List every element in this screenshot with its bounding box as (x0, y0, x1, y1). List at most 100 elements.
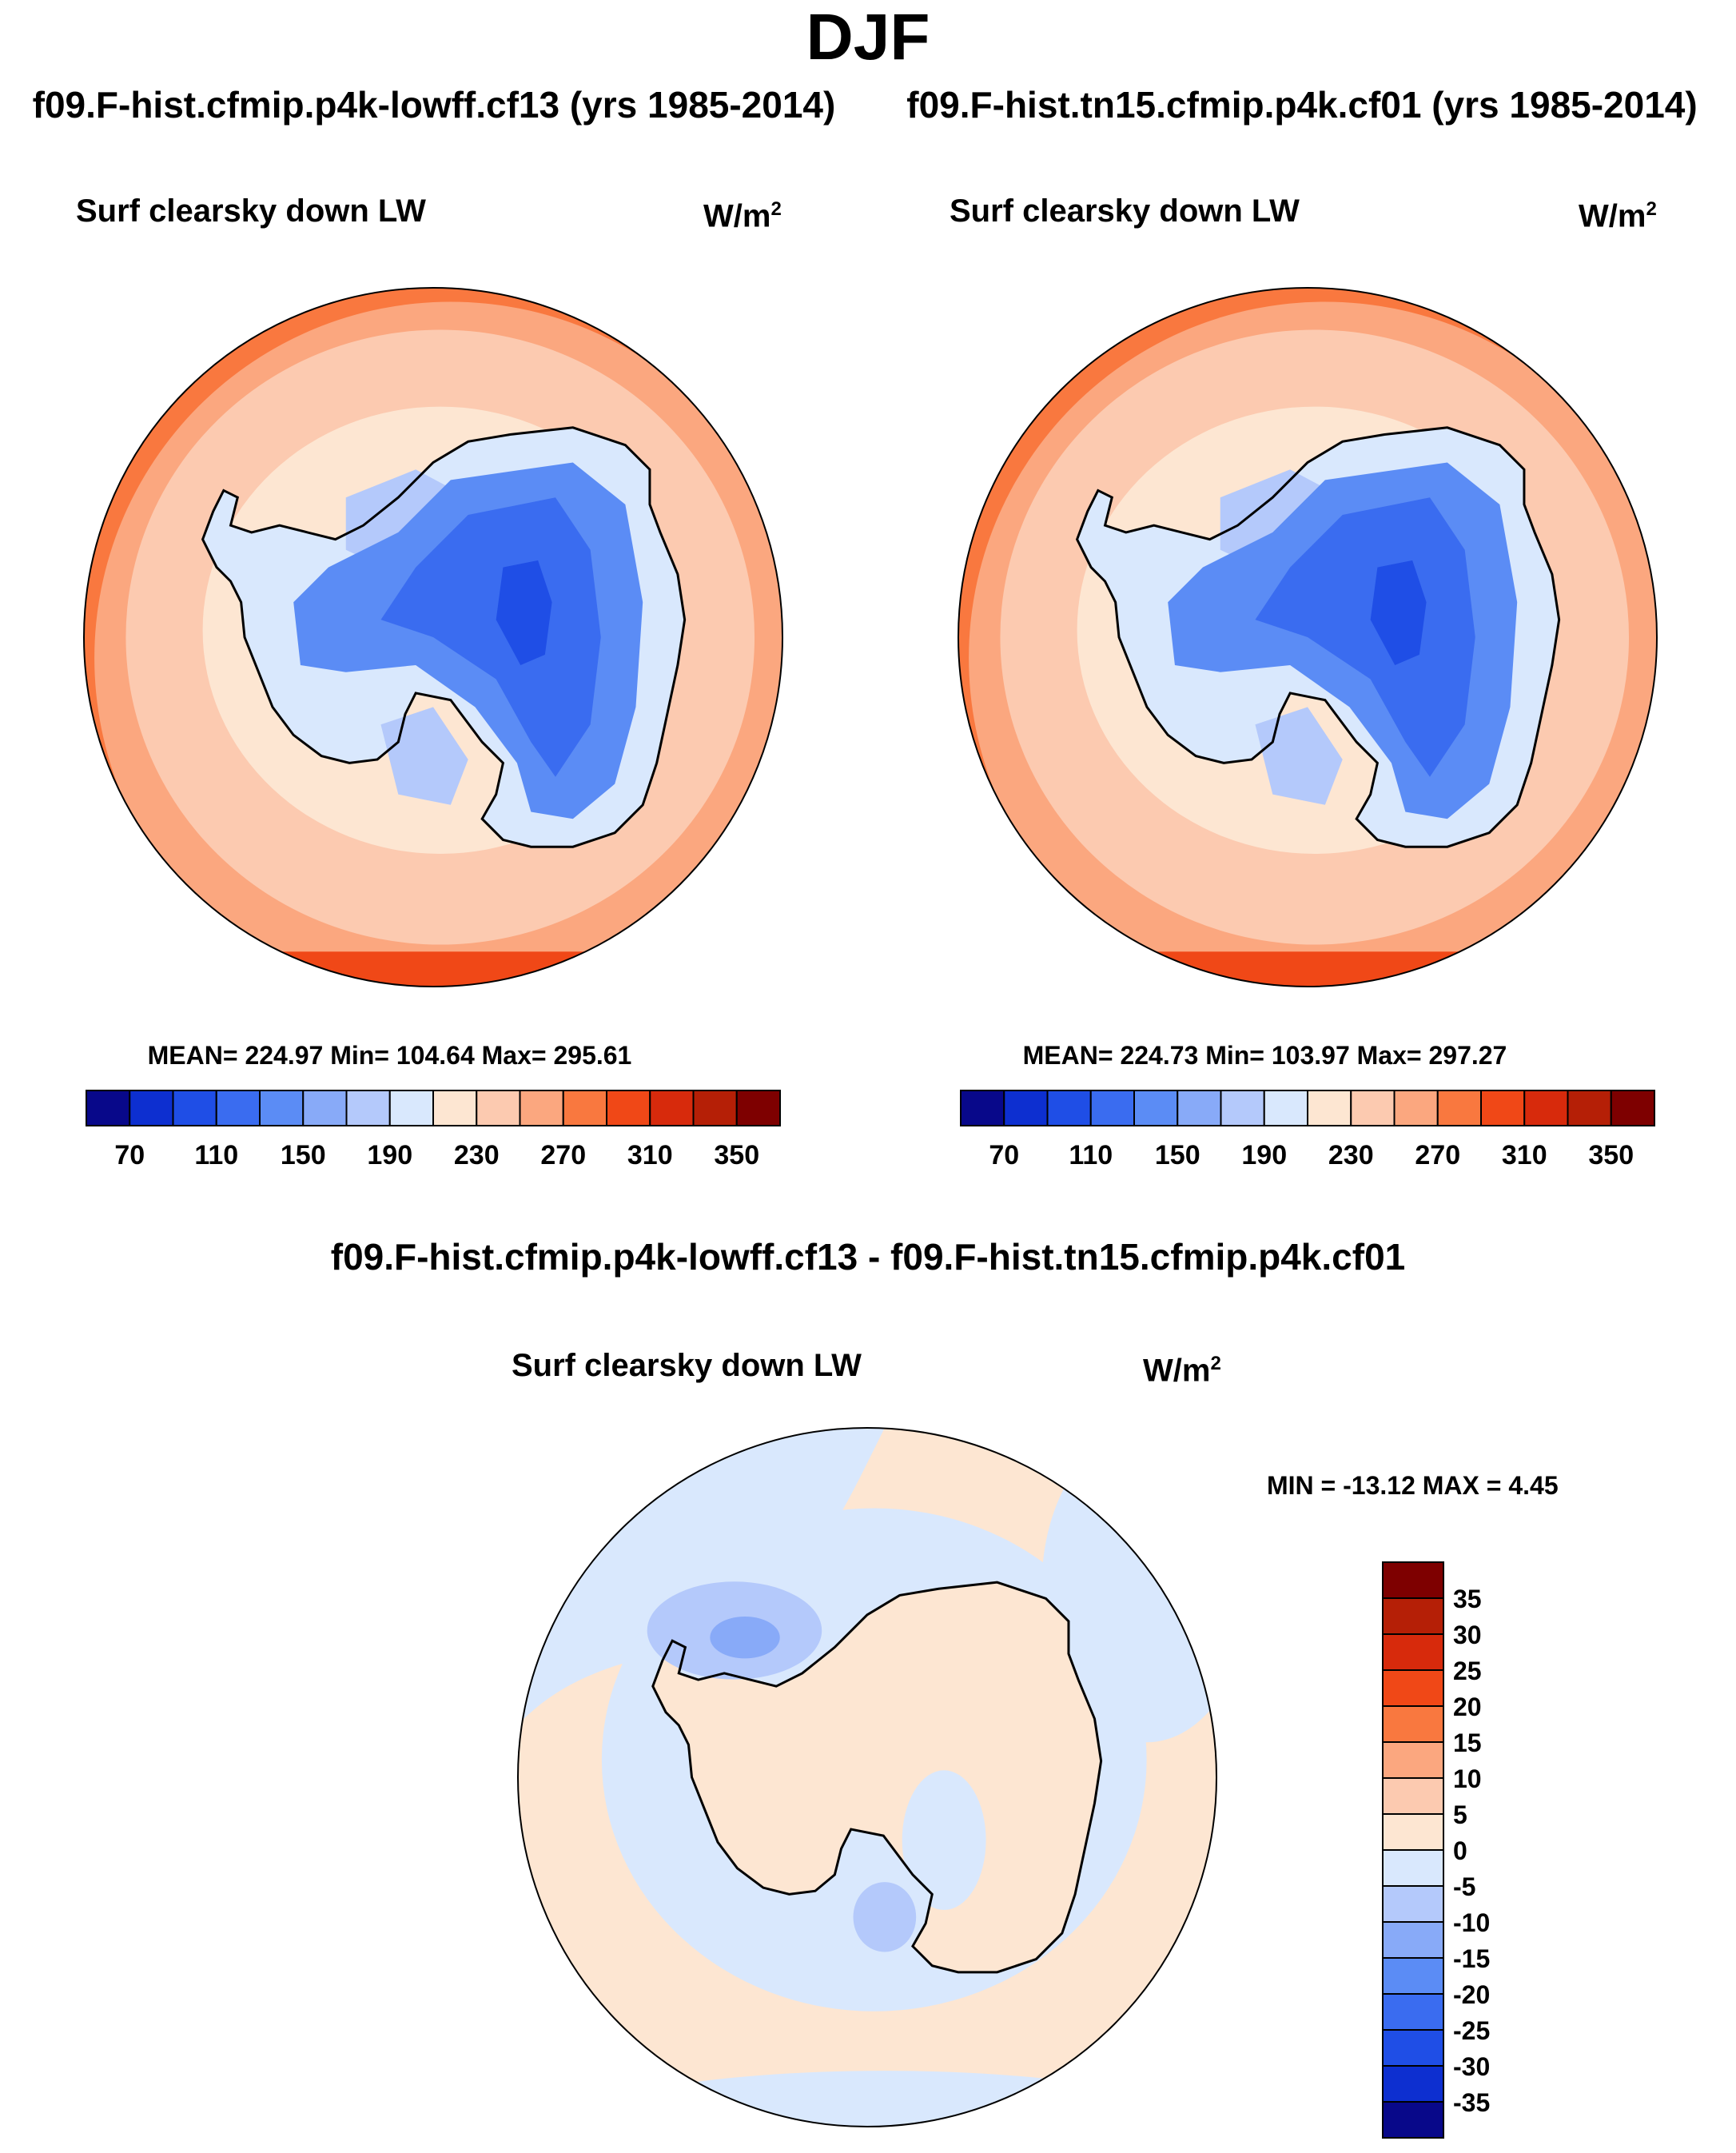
right-colorbar-swatch (1480, 1090, 1526, 1126)
diff-colorbar-swatch (1382, 2029, 1444, 2067)
diff-variable-label: Surf clearsky down LW (512, 1348, 862, 1383)
difference-title: f09.F-hist.cfmip.p4k-lowff.cf13 - f09.F-… (330, 1236, 1406, 1278)
diff-colorbar-swatch (1382, 1561, 1444, 1599)
right-colorbar-tick-label: 190 (1241, 1140, 1287, 1170)
diff-colorbar-tick-label: -30 (1453, 2052, 1490, 2081)
diff-colorbar-tick-label: -20 (1453, 1980, 1490, 2009)
diff-neg-peninsula-core (710, 1616, 780, 1659)
left-colorbar-swatch (345, 1090, 391, 1126)
left-colorbar-swatch (562, 1090, 607, 1126)
right-colorbar-tick-label: 70 (989, 1140, 1019, 1170)
diff-colorbar-swatch (1382, 1597, 1444, 1635)
right-colorbar-tick-label: 310 (1502, 1140, 1547, 1170)
left-colorbar-tick-label: 270 (540, 1140, 586, 1170)
left-colorbar-swatch (215, 1090, 261, 1126)
left-colorbar-swatch (432, 1090, 478, 1126)
left-variable-label: Surf clearsky down LW (76, 193, 426, 229)
right-stats: MEAN= 224.73 Min= 103.97 Max= 297.27 (1022, 1041, 1507, 1070)
right-colorbar-swatch (1220, 1090, 1265, 1126)
diff-colorbar-tick-label: -10 (1453, 1908, 1490, 1937)
right-map (958, 287, 1658, 987)
diff-colorbar-swatch (1382, 1993, 1444, 2031)
diff-neg-inland (902, 1770, 986, 1911)
diff-colorbar-tick-label: -5 (1453, 1872, 1475, 1901)
right-colorbar-swatch (1089, 1090, 1135, 1126)
diff-colorbar-swatch (1382, 1633, 1444, 1671)
left-colorbar-swatch (735, 1090, 781, 1126)
diff-colorbar-tick-label: 25 (1453, 1657, 1482, 1685)
right-colorbar-swatch (1003, 1090, 1049, 1126)
diff-colorbar-swatch (1382, 2065, 1444, 2103)
right-colorbar-swatch (1610, 1090, 1655, 1126)
right-colorbar-swatch (1133, 1090, 1179, 1126)
right-colorbar-tick-label: 270 (1415, 1140, 1460, 1170)
diff-colorbar-swatch (1382, 1777, 1444, 1815)
left-map (83, 287, 783, 987)
main-title: DJF (806, 1, 930, 74)
diff-colorbar-swatch (1382, 1957, 1444, 1995)
right-colorbar-swatch (1567, 1090, 1612, 1126)
left-colorbar-tick-label: 70 (114, 1140, 145, 1170)
diff-colorbar-swatch (1382, 1849, 1444, 1887)
left-units-label: W/m2 (703, 198, 782, 234)
diff-map-border (517, 1427, 1217, 2127)
diff-colorbar-tick-label: 5 (1453, 1800, 1467, 1829)
left-colorbar-swatch (476, 1090, 521, 1126)
left-colorbar: 70 110 150 190 230 270 310 350 (86, 1090, 781, 1170)
diff-neg-south (552, 2071, 1216, 2127)
right-colorbar-swatch (960, 1090, 1005, 1126)
diff-colorbar-swatch (1382, 1741, 1444, 1779)
right-colorbar-swatch (1393, 1090, 1439, 1126)
left-colorbar-swatch (606, 1090, 651, 1126)
right-colorbar-tick-label: 230 (1328, 1140, 1374, 1170)
diff-map (517, 1427, 1217, 2127)
diff-colorbar-tick-label: 30 (1453, 1621, 1482, 1649)
right-colorbar-swatch (1046, 1090, 1092, 1126)
left-colorbar-swatch (259, 1090, 305, 1126)
diff-colorbar-tick-label: -15 (1453, 1944, 1490, 1973)
diff-colorbar-swatch (1382, 1669, 1444, 1707)
left-colorbar-tick-label: 230 (454, 1140, 500, 1170)
right-case-title: f09.F-hist.tn15.cfmip.p4k.cf01 (yrs 1985… (906, 84, 1698, 126)
diff-colorbar-swatch (1382, 1813, 1444, 1851)
diff-colorbar-swatch (1382, 2101, 1444, 2139)
diff-units-label: W/m2 (1143, 1353, 1221, 1389)
diff-colorbar-tick-label: 20 (1453, 1692, 1482, 1721)
diff-colorbar-tick-label: 0 (1453, 1836, 1467, 1865)
diff-colorbar: 35 30 25 20 15 10 5 0 -5 -10 -15 -20 -25 -30 -35 (1382, 1561, 1490, 2139)
diff-colorbar-tick-label: 35 (1453, 1585, 1482, 1613)
diff-colorbar-tick-label: 15 (1453, 1728, 1482, 1757)
right-colorbar-tick-label: 150 (1155, 1140, 1200, 1170)
diff-colorbar-tick-label: 10 (1453, 1764, 1482, 1793)
left-colorbar-tick-label: 310 (627, 1140, 673, 1170)
right-variable-label: Surf clearsky down LW (950, 193, 1300, 229)
diff-colorbar-swatch (1382, 1885, 1444, 1923)
right-colorbar-swatch (1307, 1090, 1352, 1126)
left-colorbar-swatch (86, 1090, 131, 1126)
left-colorbar-swatch (172, 1090, 217, 1126)
right-units-label: W/m2 (1579, 198, 1657, 234)
left-colorbar-tick-label: 110 (194, 1140, 238, 1170)
right-colorbar-tick-label: 350 (1588, 1140, 1634, 1170)
left-colorbar-swatch (129, 1090, 174, 1126)
left-colorbar-swatch (388, 1090, 434, 1126)
colorbars-layer: 70 110 150 190 230 270 310 350 70 110 150 190 230 270… (86, 1090, 1655, 2139)
right-colorbar-swatch (1350, 1090, 1396, 1126)
right-colorbar-tick-label: 110 (1069, 1140, 1113, 1170)
diff-colorbar-swatch (1382, 1705, 1444, 1743)
right-map-border (958, 287, 1658, 987)
right-colorbar-swatch (1263, 1090, 1308, 1126)
left-colorbar-swatch (519, 1090, 564, 1126)
maps-layer (83, 287, 1658, 2127)
diff-colorbar-tick-label: -25 (1453, 2016, 1490, 2045)
left-colorbar-swatch (692, 1090, 738, 1126)
left-colorbar-tick-label: 190 (367, 1140, 412, 1170)
diff-stats: MIN = -13.12 MAX = 4.45 (1267, 1471, 1559, 1500)
right-colorbar: 70 110 150 190 230 270 310 350 (960, 1090, 1655, 1170)
diff-colorbar-swatch (1382, 1921, 1444, 1959)
left-colorbar-swatch (302, 1090, 348, 1126)
diff-neg-ross (853, 1882, 917, 1952)
right-colorbar-swatch (1523, 1090, 1569, 1126)
right-colorbar-swatch (1177, 1090, 1222, 1126)
diff-colorbar-tick-label: -35 (1453, 2088, 1490, 2117)
